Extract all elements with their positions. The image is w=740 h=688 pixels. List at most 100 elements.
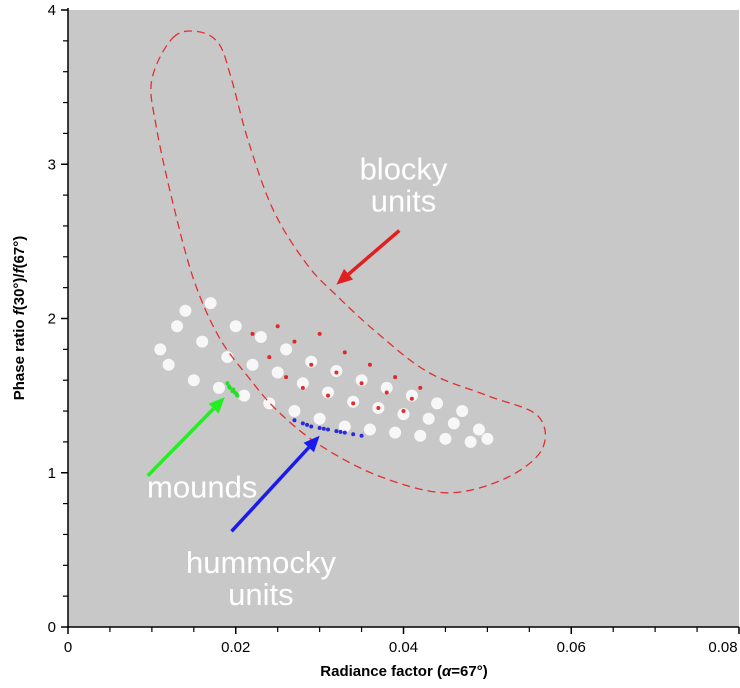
data-point: [380, 381, 393, 394]
data-point: [309, 424, 314, 429]
y-axis-title: Phase ratio f(30°)/f(67°): [11, 236, 28, 401]
x-tick-label: 0: [64, 639, 72, 656]
data-point: [227, 384, 232, 389]
data-point: [280, 343, 293, 356]
annotation-arrow-0: [347, 229, 401, 276]
data-point: [231, 387, 236, 392]
series-blocky-units: [250, 324, 423, 414]
series-mounds: [225, 381, 240, 398]
data-point: [292, 418, 297, 423]
x-axis-title: Radiance factor (α=67°): [320, 663, 487, 680]
data-point: [321, 426, 326, 431]
y-tick-label: 4: [48, 2, 56, 19]
data-point: [322, 386, 335, 399]
data-point: [179, 304, 192, 317]
annotation-arrow-2: [230, 446, 311, 533]
x-tick-label: 0.06: [557, 639, 586, 656]
y-tick-label: 3: [48, 156, 56, 173]
data-point: [296, 377, 309, 390]
plot-background: [68, 10, 739, 627]
annotation-label: units: [228, 577, 293, 612]
data-point: [309, 362, 314, 367]
data-point: [405, 389, 418, 402]
data-point: [334, 429, 339, 434]
data-point: [187, 374, 200, 387]
axes: 0 1 2 3 4 0 0.02 0.04 0.06 0.08: [48, 2, 740, 656]
data-point: [317, 426, 322, 431]
data-point: [234, 392, 239, 397]
data-point: [305, 355, 318, 368]
data-point: [292, 339, 297, 344]
data-point: [313, 412, 326, 425]
annotation-label: units: [371, 184, 436, 219]
data-point: [246, 358, 259, 371]
data-point: [300, 421, 305, 426]
series-main-cloud: [154, 297, 494, 448]
y-tick-label: 2: [48, 311, 56, 328]
annotation-arrowhead-1: [208, 397, 225, 414]
x-tick-label: 0.04: [389, 639, 418, 656]
data-point: [204, 297, 217, 310]
data-point: [418, 385, 423, 390]
series-hummocky-units: [292, 418, 364, 438]
data-point: [464, 435, 477, 448]
data-point: [397, 408, 410, 421]
annotation-arrowhead-0: [336, 268, 354, 285]
data-point: [359, 381, 364, 386]
data-point: [288, 405, 301, 418]
data-point: [431, 397, 444, 410]
data-points: [154, 297, 494, 448]
data-point: [422, 412, 435, 425]
data-point: [389, 426, 402, 439]
data-point: [472, 423, 485, 436]
annotation-label: hummocky: [186, 545, 336, 580]
data-point: [355, 374, 368, 387]
x-tick-label: 0.02: [221, 639, 250, 656]
data-point: [171, 320, 184, 333]
data-point: [267, 355, 272, 360]
annotation-label: blocky: [360, 152, 448, 187]
data-point: [363, 423, 376, 436]
data-point: [254, 331, 267, 344]
data-point: [359, 433, 364, 438]
data-point: [284, 375, 289, 380]
data-point: [414, 429, 427, 442]
annotation-label: mounds: [147, 469, 257, 504]
data-point: [212, 381, 225, 394]
annotation-arrow-1: [146, 407, 215, 478]
data-point: [196, 335, 209, 348]
data-point: [317, 331, 322, 336]
data-point: [456, 405, 469, 418]
data-point: [393, 375, 398, 380]
data-point: [162, 358, 175, 371]
data-point: [250, 331, 255, 336]
data-point: [351, 401, 356, 406]
data-point: [439, 432, 452, 445]
data-point: [342, 430, 347, 435]
annotation-arrowhead-2: [303, 435, 320, 453]
data-point: [342, 350, 347, 355]
data-point: [401, 409, 406, 414]
data-point: [367, 362, 372, 367]
data-point: [326, 427, 331, 432]
y-tick-label: 1: [48, 465, 56, 482]
data-point: [275, 324, 280, 329]
data-point: [338, 420, 351, 433]
data-point: [351, 432, 356, 437]
data-point: [334, 370, 339, 375]
data-point: [271, 366, 284, 379]
data-point: [225, 381, 230, 386]
data-point: [376, 405, 381, 410]
annotation-arrows: [146, 229, 401, 533]
data-point: [305, 422, 310, 427]
data-point: [326, 393, 331, 398]
data-point: [238, 389, 251, 402]
y-tick-label: 0: [48, 619, 56, 636]
data-point: [300, 385, 305, 390]
data-point: [338, 429, 343, 434]
data-point: [154, 343, 167, 356]
data-point: [229, 320, 242, 333]
data-point: [409, 396, 414, 401]
